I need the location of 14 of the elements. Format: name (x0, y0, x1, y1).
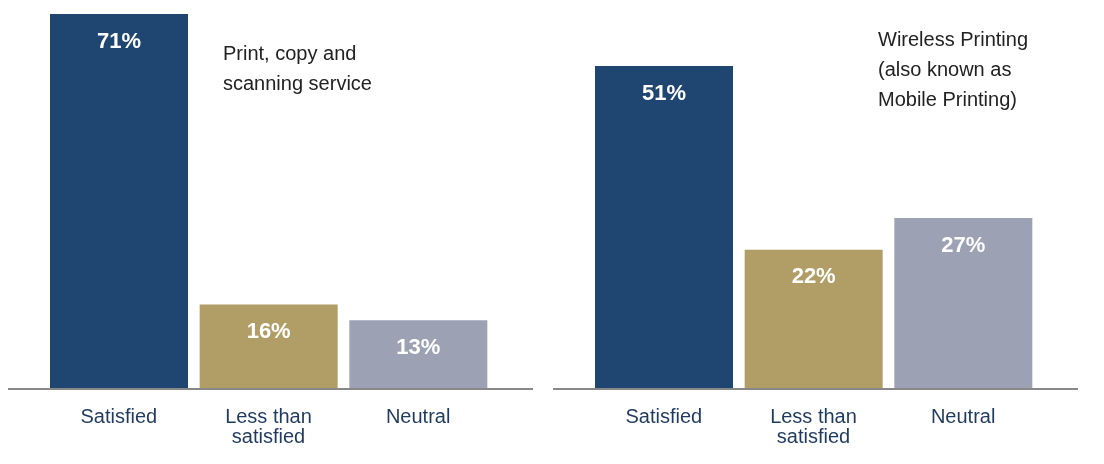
x-tick-label: Satisfied (80, 405, 158, 428)
data-label: 51% (641, 79, 687, 105)
data-label: 13% (396, 333, 441, 359)
text: Print, copy and scanning service (223, 41, 373, 96)
data-label: 27% (941, 231, 986, 257)
x-tick-label: Less than satisfied (225, 405, 312, 448)
data-label: 71% (96, 27, 142, 53)
x-tick-label: Neutral (930, 405, 996, 428)
x-tick-label: Neutral (385, 405, 451, 428)
x-tick-label: Less than satisfied (770, 405, 857, 448)
data-label: 22% (791, 263, 836, 289)
chart-title: Wireless Printing (also known as Mobile Printing) (878, 27, 1030, 112)
data-label: 16% (246, 318, 291, 344)
x-tick-label: Satisfied (625, 405, 703, 428)
